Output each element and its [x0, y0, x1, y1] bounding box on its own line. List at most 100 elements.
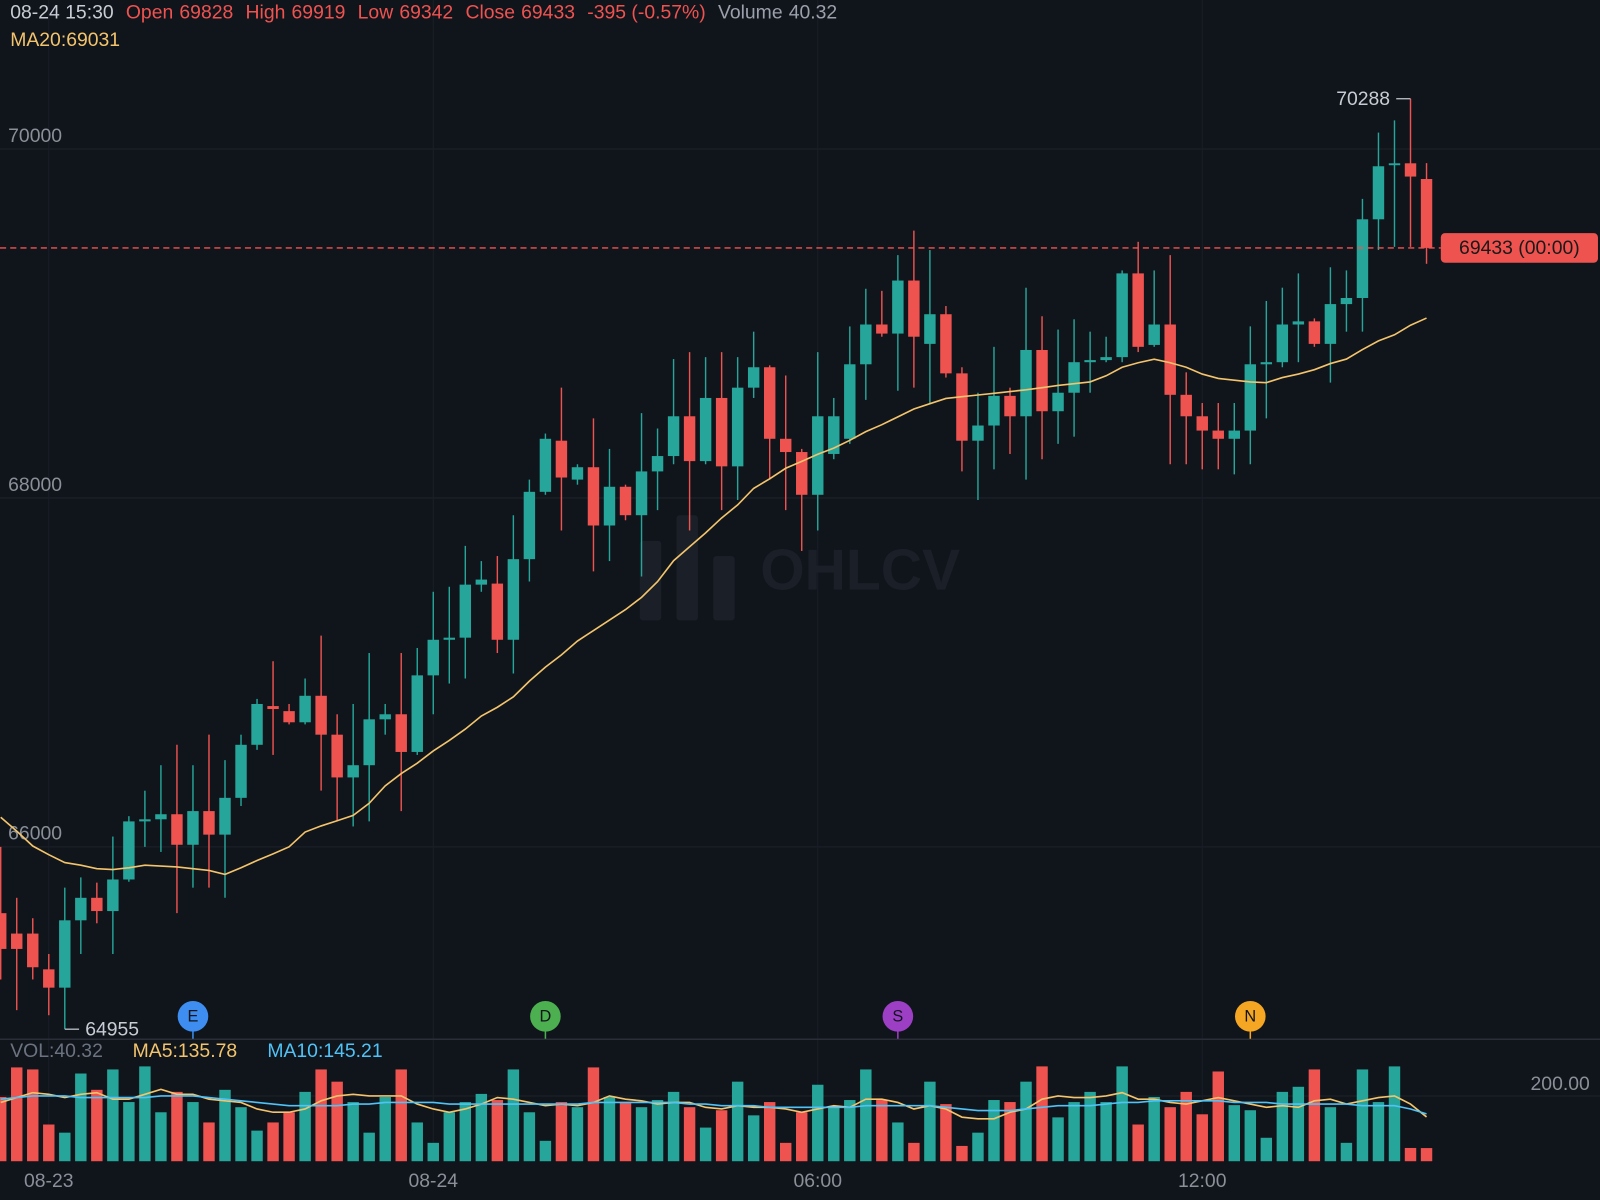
candle-body — [347, 765, 359, 778]
candle-body — [219, 797, 231, 835]
volume-bar — [539, 1140, 552, 1162]
volume-bar — [860, 1069, 872, 1162]
ma20-legend: MA20:69031 — [10, 29, 120, 51]
header-value: 69433 — [521, 1, 575, 23]
candle-body — [699, 397, 712, 462]
candle-body — [876, 324, 888, 334]
candle-body — [1404, 163, 1417, 177]
candle-body — [1260, 362, 1273, 365]
volume-bar — [555, 1102, 568, 1162]
candle-body — [1244, 364, 1257, 431]
legend-label: MA10: — [267, 1040, 323, 1062]
candle-body — [491, 583, 504, 640]
volume-bar — [139, 1066, 151, 1162]
volume-bar — [1052, 1117, 1064, 1162]
volume-bar — [603, 1096, 616, 1162]
volume-bar — [1148, 1096, 1160, 1162]
volume-bar — [1196, 1114, 1208, 1162]
volume-bar — [155, 1112, 167, 1162]
candle-body — [1372, 166, 1385, 220]
volume-bar — [1084, 1091, 1096, 1162]
header-label: Close — [465, 1, 515, 23]
legend-value: 135.78 — [178, 1040, 237, 1062]
candle-body — [171, 814, 183, 845]
event-marker — [1235, 1001, 1266, 1032]
volume-bar — [507, 1069, 520, 1162]
candle-body — [1308, 321, 1321, 344]
candle-body — [123, 821, 135, 880]
header-time: 08-24 15:30 — [10, 1, 114, 23]
header-label: High — [246, 1, 286, 23]
candle-body — [91, 897, 103, 912]
candle-body — [796, 452, 808, 495]
volume-bar — [1404, 1147, 1417, 1162]
volume-bar — [1292, 1086, 1305, 1162]
candle-body — [908, 280, 920, 337]
event-marker — [530, 1001, 561, 1032]
volume-bar — [1228, 1105, 1240, 1162]
x-tick-label: 06:00 — [794, 1170, 843, 1192]
volume-bar — [699, 1127, 712, 1162]
event-label: E — [188, 1008, 199, 1026]
last-price-box — [1440, 233, 1598, 263]
y-tick-label: 70000 — [8, 125, 62, 147]
volume-bar — [988, 1100, 1000, 1162]
volume-bar — [1340, 1142, 1353, 1162]
volume-bar — [892, 1122, 904, 1162]
volume-bar — [379, 1096, 391, 1162]
candle-body — [1036, 349, 1048, 412]
event-label: S — [892, 1008, 903, 1026]
volume-bar — [523, 1112, 536, 1162]
volume-bar — [123, 1102, 135, 1162]
volume-bar — [267, 1122, 279, 1162]
volume-bar — [1020, 1081, 1032, 1162]
candle-body — [283, 711, 295, 723]
volume-bar — [1356, 1069, 1369, 1162]
candle-body — [203, 811, 215, 835]
watermark: OHLCV — [760, 539, 960, 603]
volume-bar — [171, 1091, 183, 1162]
candle-body — [1292, 321, 1305, 325]
volume-bar — [491, 1100, 504, 1162]
candle-body — [1164, 324, 1176, 395]
candle-body — [988, 395, 1000, 426]
volume-bar — [715, 1110, 728, 1162]
volume-bar — [331, 1081, 343, 1162]
candle-body — [635, 471, 648, 516]
volume-bar — [619, 1102, 632, 1162]
watermark-icon — [639, 515, 735, 621]
candle-body — [1228, 430, 1240, 439]
candle-body — [251, 703, 263, 745]
volume-bar — [956, 1145, 968, 1162]
legend-label: MA5: — [133, 1040, 178, 1062]
candle-body — [667, 416, 680, 457]
volume-bar — [587, 1067, 600, 1162]
vol-ma10-line — [0, 1095, 1427, 1115]
candle-body — [555, 440, 568, 478]
volume-bar — [187, 1102, 199, 1162]
volume-bar — [731, 1081, 744, 1162]
candle-body — [411, 675, 423, 752]
volume-bar — [1116, 1066, 1128, 1162]
candle-body — [107, 879, 119, 912]
candle-body — [763, 367, 776, 439]
volume-bar — [763, 1102, 776, 1162]
x-tick-label: 08-23 — [24, 1170, 74, 1192]
candle-body — [443, 637, 456, 640]
volume-bar — [972, 1132, 984, 1162]
y-tick-label: 68000 — [8, 474, 62, 496]
volume-bar — [91, 1089, 103, 1162]
candle-body — [1100, 357, 1112, 361]
candle-body — [1212, 430, 1224, 439]
candle-body — [155, 814, 167, 820]
candle-body — [747, 367, 760, 388]
volume-bar — [107, 1069, 119, 1162]
candle-body — [651, 456, 664, 472]
candle-body — [27, 933, 39, 968]
volume-bar — [876, 1100, 888, 1162]
candle-body — [523, 491, 536, 560]
max-label: 70288 — [1336, 88, 1390, 110]
candle-body — [1068, 362, 1080, 393]
volume-bar — [219, 1089, 231, 1162]
